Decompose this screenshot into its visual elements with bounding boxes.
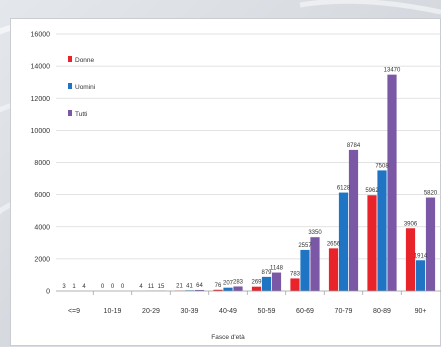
y-tick-label: 14000 [31, 64, 51, 71]
value-label: 5962 [365, 188, 379, 194]
value-label: 2557 [298, 243, 312, 249]
value-label: 21 [176, 284, 183, 290]
bar-donne [367, 195, 376, 291]
value-label: 1 [72, 284, 76, 290]
bar-tutti [426, 198, 435, 291]
value-label: 1148 [270, 266, 284, 272]
y-tick-label: 0 [46, 289, 50, 296]
x-tick-label: 10-19 [104, 308, 122, 315]
value-label: 0 [121, 284, 125, 290]
bar-donne [252, 287, 261, 291]
x-tick-label: <=9 [68, 308, 80, 315]
value-label: 13470 [384, 68, 401, 74]
bar-tutti [310, 237, 319, 291]
x-tick-label: 30-39 [181, 308, 199, 315]
legend-label-uomini: Uomini [75, 84, 95, 91]
x-tick-label: 60-69 [296, 308, 314, 315]
legend-label-donne: Donne [75, 57, 95, 64]
value-label: 7508 [375, 163, 389, 169]
value-label: 11 [148, 284, 155, 290]
bar-donne [290, 278, 299, 291]
y-tick-label: 2000 [34, 256, 50, 263]
bar-uomini [223, 288, 232, 291]
x-tick-label: 80-89 [373, 308, 391, 315]
y-axis-ticks: 0 2000 4000 6000 8000 10000 12000 14000 16000 [31, 32, 51, 296]
legend-swatch-uomini [68, 83, 72, 89]
y-tick-label: 6000 [34, 192, 50, 199]
x-tick-label: 90+ [415, 308, 427, 315]
y-tick-label: 10000 [31, 128, 51, 135]
bar-uomini [262, 277, 271, 291]
value-label: 283 [233, 279, 244, 285]
value-label: 15 [158, 284, 165, 290]
x-axis-title: Fasce d'età [211, 334, 245, 341]
value-label: 76 [215, 283, 222, 289]
legend-label-tutti: Tutti [75, 111, 87, 118]
x-tick-label: 40-49 [219, 308, 237, 315]
x-tick-label: 70-79 [335, 308, 353, 315]
legend-swatch-tutti [68, 110, 72, 116]
value-label: 0 [111, 284, 115, 290]
value-label: 3 [62, 284, 66, 290]
bar-uomini [416, 260, 425, 291]
legend-swatch-donne [68, 56, 72, 62]
value-label: 8784 [347, 143, 361, 149]
value-label: 4 [82, 284, 86, 290]
value-label: 1914 [414, 253, 428, 259]
x-axis-ticks: <=9 10-19 20-29 30-39 40-49 50-59 60-69 70-79 80… [68, 291, 426, 315]
value-label: 2656 [327, 241, 341, 247]
bar-tutti [233, 286, 242, 291]
value-label: 4 [139, 284, 143, 290]
value-label: 3350 [308, 230, 322, 236]
value-label: 0 [101, 284, 105, 290]
value-label: 64 [196, 283, 203, 289]
x-tick-label: 50-59 [258, 308, 276, 315]
bar-tutti [272, 273, 281, 291]
x-tick-label: 20-29 [142, 308, 160, 315]
value-label: 6128 [337, 186, 351, 192]
value-label: 783 [290, 271, 301, 277]
value-label: 269 [251, 280, 262, 286]
y-tick-label: 12000 [31, 96, 51, 103]
bar-donne [329, 248, 338, 291]
bar-tutti [349, 150, 358, 291]
y-tick-label: 4000 [34, 224, 50, 231]
legend: Donne Uomini Tutti [68, 56, 95, 118]
y-tick-label: 8000 [34, 160, 50, 167]
bar-uomini [339, 193, 348, 291]
value-label: 3906 [404, 221, 418, 227]
y-tick-label: 16000 [31, 32, 51, 39]
bar-tutti [387, 75, 396, 291]
value-label: 41 [186, 283, 193, 289]
bar-uomini [300, 250, 309, 291]
bar-donne [406, 228, 415, 291]
bar-uomini [377, 170, 386, 291]
value-label: 5820 [424, 191, 438, 197]
